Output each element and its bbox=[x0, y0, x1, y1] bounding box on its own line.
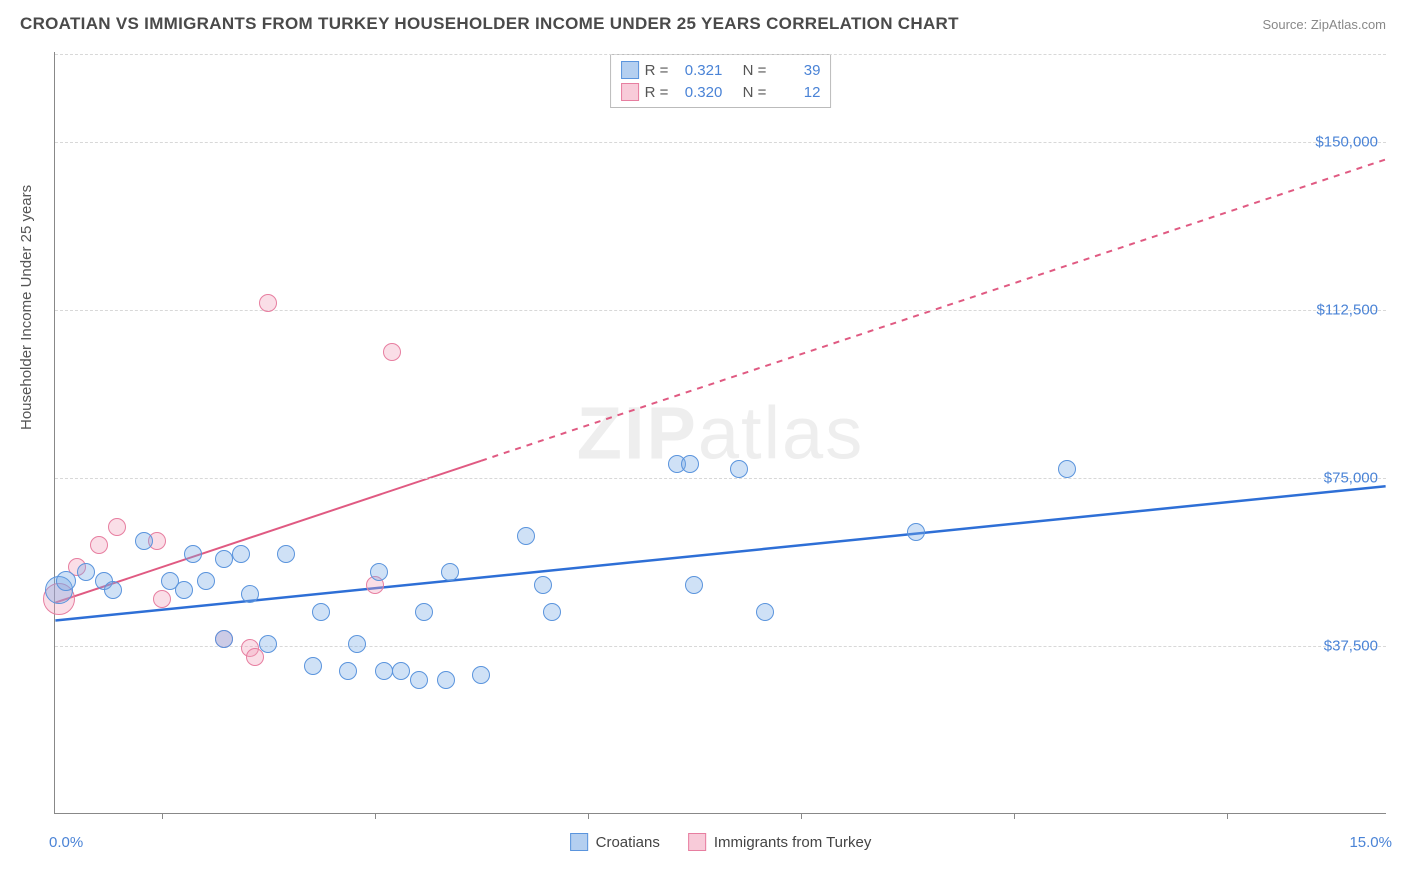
stat-r-turkey: 0.320 bbox=[674, 84, 722, 101]
legend-label-croatians: Croatians bbox=[596, 834, 660, 851]
x-tick bbox=[801, 813, 802, 819]
data-point bbox=[153, 590, 171, 608]
data-point bbox=[232, 545, 250, 563]
grid-line bbox=[55, 310, 1386, 311]
data-point bbox=[339, 662, 357, 680]
data-point bbox=[543, 603, 561, 621]
stat-n-label: N = bbox=[743, 62, 767, 79]
trend-lines bbox=[55, 52, 1386, 813]
stat-r-label: R = bbox=[645, 84, 669, 101]
legend-item-turkey: Immigrants from Turkey bbox=[688, 833, 872, 851]
x-tick bbox=[1014, 813, 1015, 819]
y-tick-label: $37,500 bbox=[1324, 637, 1378, 654]
data-point bbox=[259, 635, 277, 653]
data-point bbox=[534, 576, 552, 594]
data-point bbox=[215, 550, 233, 568]
stat-n-label: N = bbox=[743, 84, 767, 101]
data-point bbox=[246, 648, 264, 666]
data-point bbox=[259, 294, 277, 312]
x-tick bbox=[375, 813, 376, 819]
legend-label-turkey: Immigrants from Turkey bbox=[714, 834, 872, 851]
data-point bbox=[1058, 460, 1076, 478]
legend-item-croatians: Croatians bbox=[570, 833, 660, 851]
grid-line bbox=[55, 478, 1386, 479]
data-point bbox=[175, 581, 193, 599]
data-point bbox=[184, 545, 202, 563]
y-tick-label: $150,000 bbox=[1315, 133, 1378, 150]
source-label: Source: ZipAtlas.com bbox=[1262, 17, 1386, 32]
swatch-pink-icon bbox=[621, 83, 639, 101]
data-point bbox=[215, 630, 233, 648]
data-point bbox=[472, 666, 490, 684]
data-point bbox=[907, 523, 925, 541]
y-axis-title: Householder Income Under 25 years bbox=[18, 185, 35, 430]
data-point bbox=[375, 662, 393, 680]
data-point bbox=[77, 563, 95, 581]
y-tick-label: $75,000 bbox=[1324, 469, 1378, 486]
data-point bbox=[312, 603, 330, 621]
stats-row-croatians: R = 0.321 N = 39 bbox=[621, 59, 821, 81]
swatch-blue-icon bbox=[570, 833, 588, 851]
data-point bbox=[197, 572, 215, 590]
data-point bbox=[370, 563, 388, 581]
data-point bbox=[415, 603, 433, 621]
grid-line bbox=[55, 142, 1386, 143]
x-tick bbox=[1227, 813, 1228, 819]
x-axis-min-label: 0.0% bbox=[49, 834, 83, 851]
x-tick bbox=[588, 813, 589, 819]
x-tick bbox=[162, 813, 163, 819]
data-point bbox=[441, 563, 459, 581]
data-point bbox=[56, 571, 76, 591]
stat-n-turkey: 12 bbox=[772, 84, 820, 101]
data-point bbox=[348, 635, 366, 653]
y-tick-label: $112,500 bbox=[1317, 301, 1378, 318]
data-point bbox=[681, 455, 699, 473]
data-point bbox=[756, 603, 774, 621]
stat-r-croatians: 0.321 bbox=[674, 62, 722, 79]
data-point bbox=[730, 460, 748, 478]
x-axis-max-label: 15.0% bbox=[1349, 834, 1392, 851]
data-point bbox=[108, 518, 126, 536]
data-point bbox=[517, 527, 535, 545]
data-point bbox=[241, 585, 259, 603]
stat-n-croatians: 39 bbox=[772, 62, 820, 79]
data-point bbox=[135, 532, 153, 550]
data-point bbox=[304, 657, 322, 675]
data-point bbox=[392, 662, 410, 680]
swatch-pink-icon bbox=[688, 833, 706, 851]
data-point bbox=[383, 343, 401, 361]
data-point bbox=[104, 581, 122, 599]
data-point bbox=[437, 671, 455, 689]
data-point bbox=[410, 671, 428, 689]
grid-line bbox=[55, 54, 1386, 55]
data-point bbox=[90, 536, 108, 554]
data-point bbox=[685, 576, 703, 594]
swatch-blue-icon bbox=[621, 61, 639, 79]
stats-row-turkey: R = 0.320 N = 12 bbox=[621, 81, 821, 103]
data-point bbox=[277, 545, 295, 563]
bottom-legend: Croatians Immigrants from Turkey bbox=[570, 833, 872, 851]
chart-title: CROATIAN VS IMMIGRANTS FROM TURKEY HOUSE… bbox=[20, 14, 959, 34]
stats-legend-box: R = 0.321 N = 39 R = 0.320 N = 12 bbox=[610, 54, 832, 108]
stat-r-label: R = bbox=[645, 62, 669, 79]
plot-area: ZIPatlas R = 0.321 N = 39 R = 0.320 N = … bbox=[54, 52, 1386, 814]
